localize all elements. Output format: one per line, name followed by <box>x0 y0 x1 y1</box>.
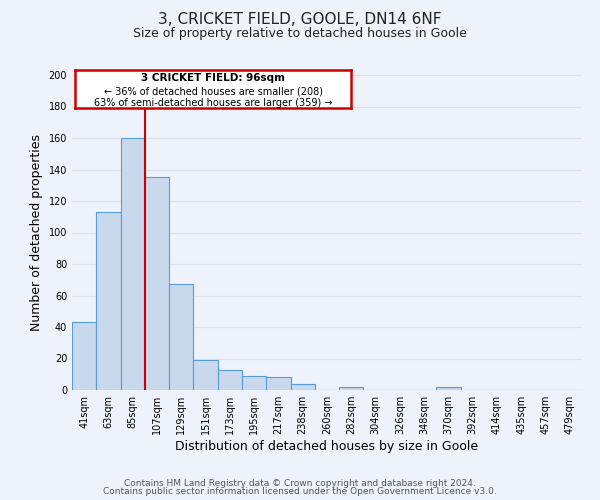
Y-axis label: Number of detached properties: Number of detached properties <box>30 134 43 331</box>
Bar <box>339 387 364 390</box>
Bar <box>218 370 242 390</box>
Text: Contains public sector information licensed under the Open Government Licence v3: Contains public sector information licen… <box>103 487 497 496</box>
Text: Contains HM Land Registry data © Crown copyright and database right 2024.: Contains HM Land Registry data © Crown c… <box>124 478 476 488</box>
Bar <box>266 378 290 390</box>
Text: Size of property relative to detached houses in Goole: Size of property relative to detached ho… <box>133 28 467 40</box>
Bar <box>290 384 315 390</box>
Bar <box>72 322 96 390</box>
Text: 3 CRICKET FIELD: 96sqm: 3 CRICKET FIELD: 96sqm <box>141 73 285 83</box>
Bar <box>169 284 193 390</box>
Bar <box>145 178 169 390</box>
Bar <box>242 376 266 390</box>
Bar <box>96 212 121 390</box>
X-axis label: Distribution of detached houses by size in Goole: Distribution of detached houses by size … <box>175 440 479 453</box>
Text: ← 36% of detached houses are smaller (208): ← 36% of detached houses are smaller (20… <box>104 86 323 96</box>
Text: 63% of semi-detached houses are larger (359) →: 63% of semi-detached houses are larger (… <box>94 98 332 108</box>
Bar <box>193 360 218 390</box>
Text: 3, CRICKET FIELD, GOOLE, DN14 6NF: 3, CRICKET FIELD, GOOLE, DN14 6NF <box>158 12 442 28</box>
Bar <box>436 387 461 390</box>
Bar <box>121 138 145 390</box>
